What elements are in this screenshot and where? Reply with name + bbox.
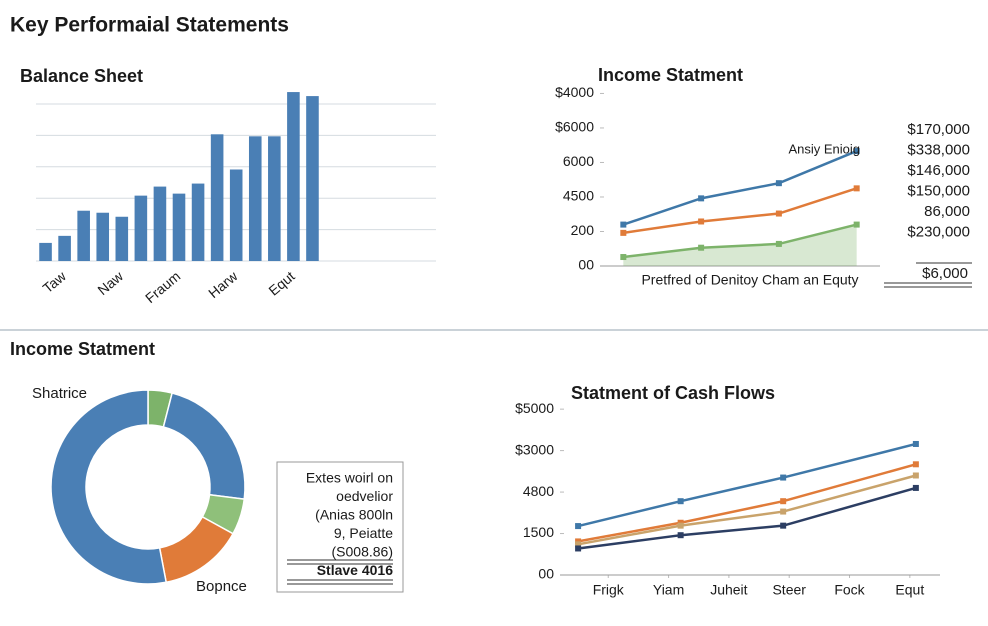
bar [96, 212, 110, 261]
note-line: (Anias 800ln [315, 507, 393, 523]
point [912, 440, 919, 447]
point [780, 522, 787, 529]
note-box [276, 461, 404, 593]
bar [115, 216, 129, 261]
point [677, 498, 684, 505]
bar [210, 134, 224, 261]
point [677, 532, 684, 539]
point [853, 221, 860, 228]
side-value: $338,000 [907, 141, 970, 158]
side-value: $170,000 [907, 121, 970, 138]
side-value: 86,000 [924, 203, 970, 220]
point [853, 185, 860, 192]
side-value: $146,000 [907, 162, 970, 179]
bar [306, 96, 319, 261]
line [577, 486, 917, 550]
bar [191, 183, 205, 261]
point [780, 474, 787, 481]
donut-slice [162, 392, 246, 500]
bar [58, 235, 71, 261]
x-tick-label: Harw [205, 267, 241, 301]
bar [229, 169, 243, 261]
point [620, 221, 627, 228]
point [698, 218, 705, 225]
bar [77, 210, 90, 261]
point [775, 180, 782, 187]
bar [268, 136, 281, 261]
note-line: Stlave 4016 [317, 562, 393, 578]
x-tick-label: Steer [772, 582, 806, 598]
slice-label: Bopnce [196, 578, 247, 595]
x-tick-label: Fraum [142, 268, 183, 306]
line [622, 149, 858, 226]
x-tick-label: Yiam [653, 582, 684, 598]
point [677, 522, 684, 529]
y-tick-label: 6000 [563, 153, 594, 169]
note-line: (S008.86) [332, 544, 393, 560]
point [575, 541, 582, 548]
y-tick-label: 00 [538, 566, 554, 582]
point [912, 461, 919, 468]
x-tick-label: Juheit [710, 582, 747, 598]
x-tick-label: Equt [895, 582, 924, 598]
point [780, 498, 787, 505]
x-tick-label: Naw [94, 267, 126, 298]
y-tick-label: $4000 [555, 84, 594, 100]
point [575, 523, 582, 530]
slice-label: Shatrice [32, 385, 87, 402]
y-tick-label: $3000 [515, 441, 554, 457]
chart-title: Income Statment [598, 65, 743, 85]
side-total: $6,000 [922, 265, 968, 282]
x-tick-label: Taw [40, 267, 70, 296]
x-tick-label: Frigk [593, 582, 625, 598]
point [575, 545, 582, 552]
donut-slice [50, 389, 168, 585]
point [698, 244, 705, 251]
bar [39, 242, 52, 261]
y-tick-label: 00 [578, 257, 594, 273]
area [623, 224, 857, 266]
bar [287, 92, 300, 261]
point [698, 195, 705, 202]
point [775, 210, 782, 217]
side-value: $150,000 [907, 182, 970, 199]
point [853, 148, 860, 155]
chart-title: Statment of Cash Flows [571, 383, 775, 403]
section-title: Income Statment [10, 339, 155, 359]
y-tick-label: $5000 [515, 400, 554, 416]
line [577, 442, 917, 528]
note-line: Extes woirl on [306, 470, 393, 486]
point [620, 254, 627, 261]
line [623, 187, 858, 235]
side-value: $230,000 [907, 223, 970, 240]
point [912, 472, 919, 479]
point [780, 508, 787, 515]
bar [153, 186, 167, 261]
note-line: 9, Peiatte [334, 525, 393, 541]
y-tick-label: $6000 [555, 119, 594, 135]
y-tick-label: 200 [571, 222, 595, 238]
x-tick-label: Equt [265, 268, 297, 299]
bar [172, 193, 186, 261]
y-tick-label: 4500 [563, 188, 594, 204]
line [577, 463, 917, 543]
x-axis-label: Pretfred of Denitoy Cham an Equty [641, 272, 858, 288]
bar [248, 136, 262, 261]
line [577, 474, 917, 546]
annotation: Ansiy Enioig [788, 141, 860, 156]
point [620, 229, 627, 236]
line [623, 223, 857, 259]
bar [134, 195, 148, 261]
chart-title: Balance Sheet [20, 66, 143, 86]
y-tick-label: 4800 [523, 483, 554, 499]
point [775, 240, 782, 247]
x-tick-label: Fock [834, 582, 865, 598]
y-tick-label: 1500 [523, 524, 554, 540]
note-line: oedvelior [336, 488, 393, 504]
point [912, 484, 919, 491]
page-title: Key Performaial Statements [10, 14, 289, 37]
